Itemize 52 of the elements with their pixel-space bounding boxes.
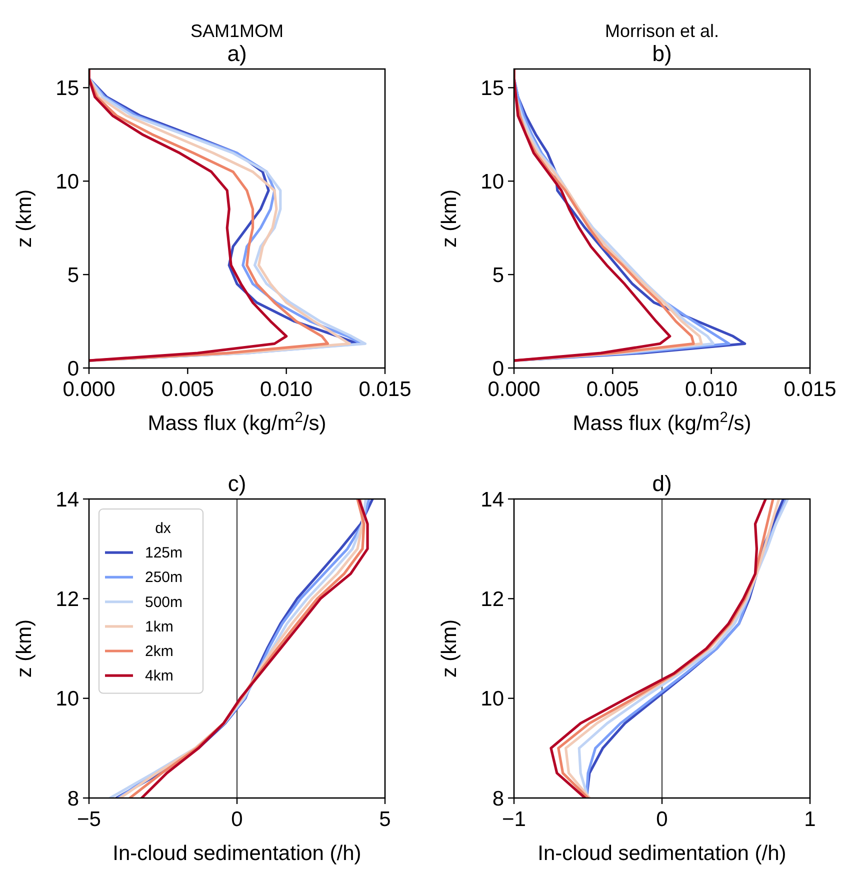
chart-subtitle: a) xyxy=(227,41,247,66)
y-tick-label: 0 xyxy=(67,357,79,380)
legend-label: 2km xyxy=(145,643,174,660)
x-tick-label: 0.015 xyxy=(358,378,412,401)
x-tick-label: 0.000 xyxy=(62,378,116,401)
y-tick-label: 15 xyxy=(480,77,504,100)
x-tick-label: 0 xyxy=(656,808,668,831)
y-tick-label: 12 xyxy=(56,588,79,612)
y-tick-label: 5 xyxy=(67,264,79,287)
x-axis-title: Mass flux (kg/m$^{2}$/s) xyxy=(148,410,326,435)
y-tick-label: 0 xyxy=(492,357,504,380)
line-series xyxy=(89,69,288,362)
chart-title: Morrison et al. xyxy=(604,21,720,41)
chart-title: c) xyxy=(228,471,246,496)
x-tick-label: 0.000 xyxy=(488,378,540,401)
x-tick-label: 1 xyxy=(804,808,816,831)
y-tick-label: 8 xyxy=(67,787,79,810)
x-tick-label: 5 xyxy=(379,808,391,831)
y-tick-label: 10 xyxy=(56,170,79,194)
y-tick-label: 12 xyxy=(480,588,504,612)
y-axis-title: z (km) xyxy=(438,189,461,248)
legend-label: 500m xyxy=(145,594,183,611)
y-tick-label: 10 xyxy=(56,688,79,711)
x-axis-title: In-cloud sedimentation (/h) xyxy=(538,842,786,865)
y-tick-label: 14 xyxy=(480,488,504,512)
legend-label: 125m xyxy=(145,544,183,562)
x-tick-label: 0.005 xyxy=(161,378,214,401)
y-axis-title: z (km) xyxy=(13,189,36,248)
chart-title: d) xyxy=(652,471,672,496)
y-tick-label: 10 xyxy=(480,170,504,194)
y-tick-label: 5 xyxy=(492,264,504,287)
y-tick-label: 15 xyxy=(56,77,79,100)
x-tick-label: 0.010 xyxy=(260,378,313,401)
y-tick-label: 8 xyxy=(492,787,504,810)
x-axis-title: Mass flux (kg/m$^{2}$/s) xyxy=(572,410,752,435)
y-axis-title: z (km) xyxy=(13,619,36,678)
legend-label: 250m xyxy=(145,569,183,586)
y-axis-title: z (km) xyxy=(438,619,461,678)
x-tick-label: 0.005 xyxy=(586,378,639,401)
legend-label: 1km xyxy=(145,618,174,636)
y-tick-label: 10 xyxy=(480,688,504,711)
legend-label: 4km xyxy=(145,668,174,685)
x-tick-label: 0 xyxy=(231,808,243,831)
legend-title: dx xyxy=(155,520,172,537)
x-tick-label: −1 xyxy=(502,808,526,831)
y-tick-label: 14 xyxy=(56,488,80,512)
chart-subtitle: b) xyxy=(652,41,672,66)
x-axis-title: In-cloud sedimentation (/h) xyxy=(112,842,362,865)
chart-title: SAM1MOM xyxy=(190,21,284,41)
x-tick-label: 0.010 xyxy=(685,378,738,401)
x-tick-label: 0.015 xyxy=(784,378,836,401)
x-tick-label: −5 xyxy=(77,808,101,831)
